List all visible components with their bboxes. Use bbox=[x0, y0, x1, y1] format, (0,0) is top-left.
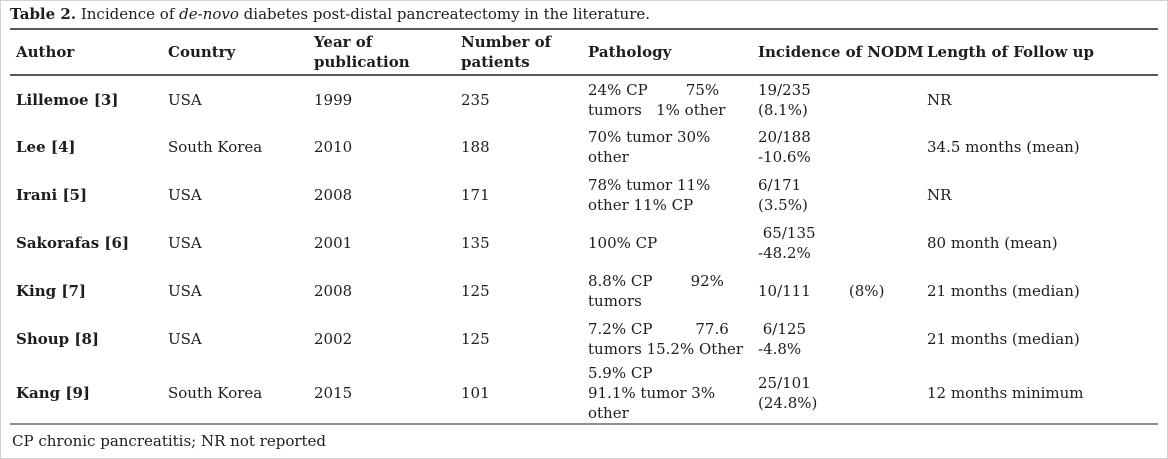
table-footnote: CP chronic pancreatitis; NR not reported bbox=[12, 432, 327, 450]
cell-year: 2002 bbox=[314, 330, 353, 348]
cell-year: 2008 bbox=[314, 186, 353, 204]
cell-incidence: 65/135 -48.2% bbox=[758, 224, 816, 262]
cell-year: 2001 bbox=[314, 234, 353, 252]
table-row: Shoup [8] USA 2002 125 7.2% CP 77.6 tumo… bbox=[10, 315, 1158, 363]
literature-table: Author Country Year of publication Numbe… bbox=[10, 28, 1158, 425]
cell-pathology: 5.9% CP 91.1% tumor 3% other bbox=[588, 364, 716, 422]
cell-patients: 171 bbox=[461, 186, 490, 204]
table-row: Sakorafas [6] USA 2001 135 100% CP 65/13… bbox=[10, 219, 1158, 267]
cell-incidence: 6/125 -4.8% bbox=[758, 320, 806, 358]
col-header-year: Year of publication bbox=[314, 29, 461, 76]
cell-country: South Korea bbox=[168, 138, 263, 156]
cell-pathology: 70% tumor 30% other bbox=[588, 128, 711, 166]
cell-incidence: 6/171 (3.5%) bbox=[758, 176, 808, 214]
col-header-country: Country bbox=[168, 29, 314, 76]
cell-followup: 12 months minimum bbox=[927, 384, 1084, 402]
col-header-pathology: Pathology bbox=[588, 29, 758, 76]
cell-followup: NR bbox=[927, 90, 952, 109]
table-row: King [7] USA 2008 125 8.8% CP 92% tumors… bbox=[10, 267, 1158, 315]
header-row: Author Country Year of publication Numbe… bbox=[10, 29, 1158, 76]
cell-pathology: 7.2% CP 77.6 tumors 15.2% Other bbox=[588, 320, 744, 358]
table-caption-text-end: diabetes post-distal pancreatectomy in t… bbox=[238, 5, 651, 23]
cell-author: Irani [5] bbox=[16, 186, 88, 204]
cell-author: Lillemoe [3] bbox=[16, 90, 119, 109]
cell-year: 2010 bbox=[314, 138, 353, 156]
cell-pathology: 78% tumor 11% other 11% CP bbox=[588, 176, 711, 214]
cell-country: USA bbox=[168, 90, 202, 109]
cell-incidence: 20/188 -10.6% bbox=[758, 128, 811, 166]
cell-author: Shoup [8] bbox=[16, 330, 99, 348]
cell-author: King [7] bbox=[16, 282, 86, 300]
cell-country: USA bbox=[168, 186, 202, 204]
cell-pathology: 100% CP bbox=[588, 234, 658, 252]
cell-followup: 80 month (mean) bbox=[927, 234, 1058, 252]
table-caption-italic-term: de-novo bbox=[179, 5, 239, 23]
cell-year: 1999 bbox=[314, 90, 353, 109]
cell-followup: 21 months (median) bbox=[927, 282, 1080, 300]
cell-patients: 125 bbox=[461, 330, 490, 348]
table-caption-label: Table 2. bbox=[10, 5, 77, 23]
cell-author: Kang [9] bbox=[16, 384, 91, 402]
cell-year: 2008 bbox=[314, 282, 353, 300]
col-header-patients: Number of patients bbox=[461, 29, 588, 76]
cell-country: South Korea bbox=[168, 384, 263, 402]
cell-incidence: 19/235 (8.1%) bbox=[758, 80, 811, 119]
cell-country: USA bbox=[168, 330, 202, 348]
cell-followup: NR bbox=[927, 186, 952, 204]
col-header-author: Author bbox=[10, 29, 168, 76]
cell-patients: 235 bbox=[461, 90, 490, 109]
cell-author: Lee [4] bbox=[16, 138, 76, 156]
cell-patients: 101 bbox=[461, 384, 490, 402]
cell-year: 2015 bbox=[314, 384, 353, 402]
table-caption-text: Incidence of bbox=[76, 5, 180, 23]
table-row: Lee [4] South Korea 2010 188 70% tumor 3… bbox=[10, 123, 1158, 171]
cell-followup: 34.5 months (mean) bbox=[927, 138, 1080, 156]
cell-incidence: 10/111 (8%) bbox=[758, 282, 885, 300]
col-header-followup: Length of Follow up bbox=[927, 29, 1158, 76]
table-caption: Table 2. Incidence of de-novo diabetes p… bbox=[10, 4, 1157, 28]
col-header-incidence: Incidence of NODM bbox=[758, 29, 927, 76]
cell-followup: 21 months (median) bbox=[927, 330, 1080, 348]
cell-patients: 125 bbox=[461, 282, 490, 300]
cell-country: USA bbox=[168, 234, 202, 252]
table-row: Irani [5] USA 2008 171 78% tumor 11% oth… bbox=[10, 171, 1158, 219]
cell-pathology: 24% CP 75% tumors 1% other bbox=[588, 80, 726, 119]
table-row: Kang [9] South Korea 2015 101 5.9% CP 91… bbox=[10, 363, 1158, 424]
cell-patients: 188 bbox=[461, 138, 490, 156]
cell-incidence: 25/101 (24.8%) bbox=[758, 374, 818, 412]
table-row: Lillemoe [3] USA 1999 235 24% CP 75% tum… bbox=[10, 75, 1158, 123]
cell-patients: 135 bbox=[461, 234, 490, 252]
cell-author: Sakorafas [6] bbox=[16, 234, 130, 252]
cell-country: USA bbox=[168, 282, 202, 300]
cell-pathology: 8.8% CP 92% tumors bbox=[588, 272, 724, 310]
